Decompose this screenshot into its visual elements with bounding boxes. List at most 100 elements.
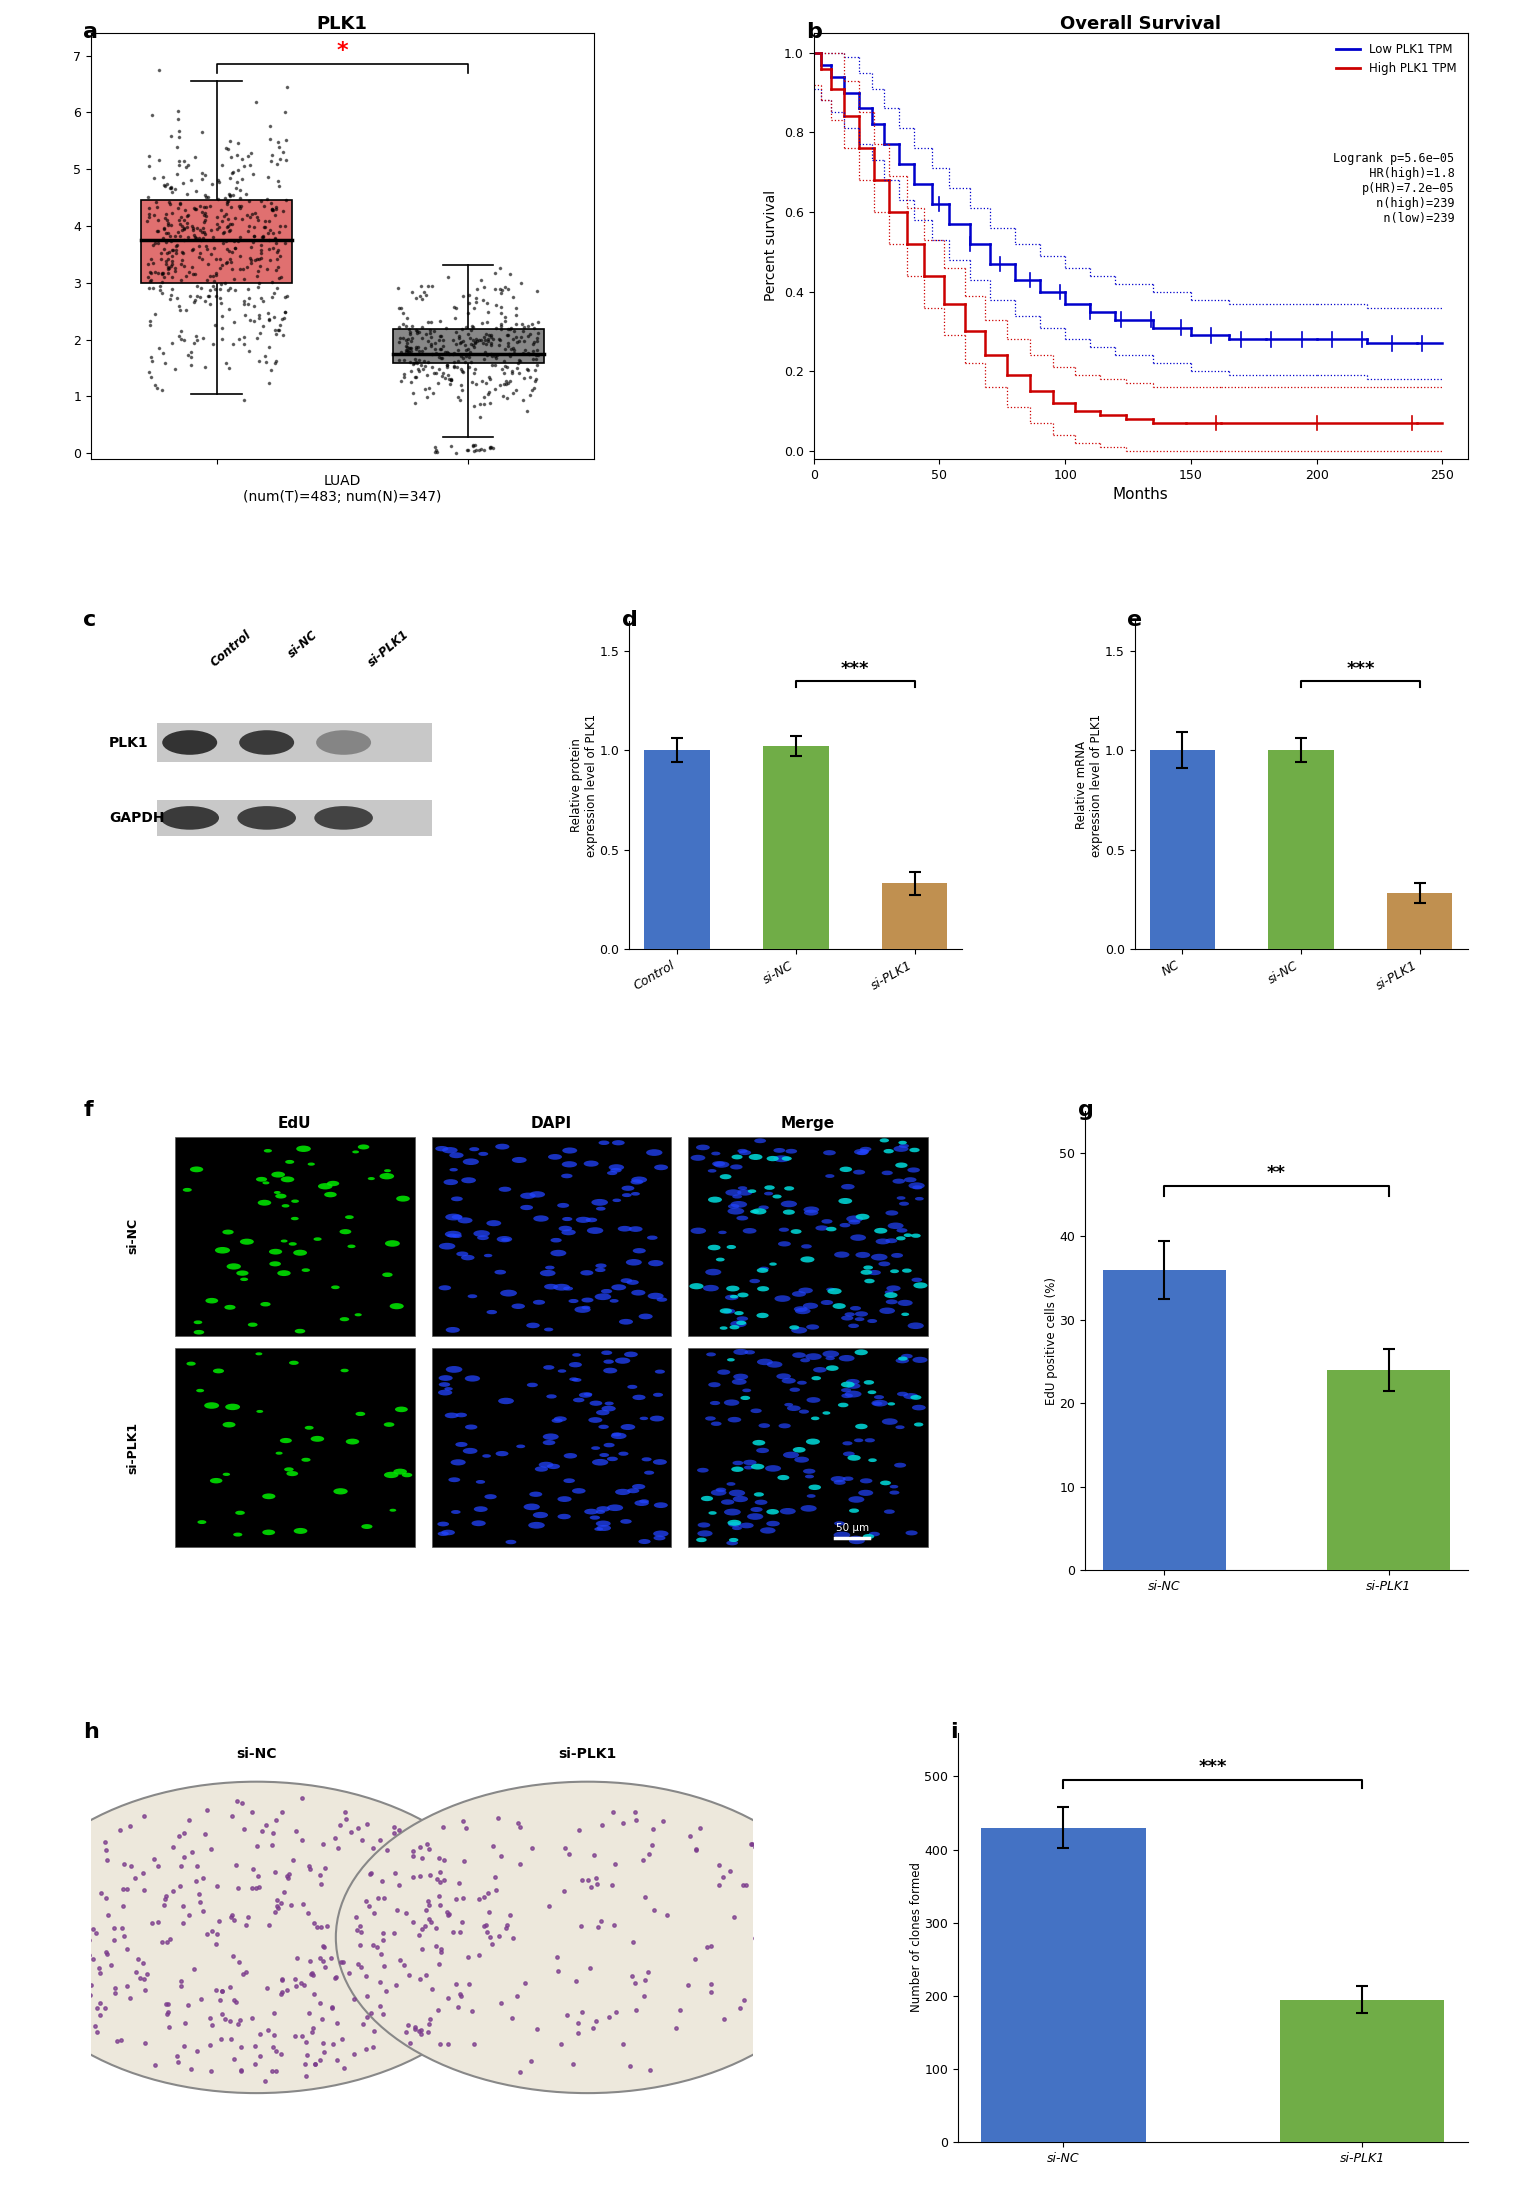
Point xyxy=(384,1893,409,1928)
Ellipse shape xyxy=(794,1456,809,1462)
Point xyxy=(513,308,537,343)
Point xyxy=(228,2053,253,2088)
Ellipse shape xyxy=(474,1506,487,1513)
Point xyxy=(290,1887,315,1921)
Point xyxy=(489,275,513,310)
Point xyxy=(321,1989,345,2024)
Ellipse shape xyxy=(472,1519,486,1526)
Point xyxy=(257,1908,281,1943)
Point xyxy=(275,1972,300,2007)
Ellipse shape xyxy=(782,1377,796,1384)
Point xyxy=(32,1941,56,1976)
Ellipse shape xyxy=(455,1443,468,1447)
Point xyxy=(166,114,191,149)
Ellipse shape xyxy=(301,1268,310,1272)
Point xyxy=(153,345,177,380)
Point xyxy=(204,258,228,293)
Point xyxy=(483,256,507,291)
Ellipse shape xyxy=(708,1244,720,1250)
Point xyxy=(439,363,463,398)
Point xyxy=(159,188,183,223)
Point xyxy=(418,2002,442,2037)
Point xyxy=(469,324,493,359)
Point xyxy=(428,304,452,339)
Point xyxy=(651,1803,675,1838)
Point xyxy=(517,359,542,393)
Point xyxy=(212,181,236,216)
Point xyxy=(191,214,215,249)
Ellipse shape xyxy=(899,1141,906,1145)
Ellipse shape xyxy=(697,1530,713,1537)
Ellipse shape xyxy=(269,1248,281,1255)
Point xyxy=(259,192,283,227)
Point xyxy=(231,284,256,319)
Ellipse shape xyxy=(563,1288,573,1290)
Point xyxy=(263,1854,287,1889)
Point xyxy=(201,265,225,299)
Point xyxy=(655,1897,679,1932)
Point xyxy=(522,324,546,359)
Ellipse shape xyxy=(750,1465,764,1469)
Point xyxy=(213,265,238,299)
Point xyxy=(213,131,238,166)
Ellipse shape xyxy=(451,1460,466,1465)
Point xyxy=(115,1932,139,1967)
Ellipse shape xyxy=(233,1532,242,1537)
Point xyxy=(230,162,254,197)
Ellipse shape xyxy=(610,1298,619,1303)
Ellipse shape xyxy=(186,1362,195,1366)
Point xyxy=(133,1972,157,2007)
Point xyxy=(449,352,474,387)
Point xyxy=(241,1871,265,1906)
Point xyxy=(88,1985,112,2020)
Point xyxy=(404,345,428,380)
Ellipse shape xyxy=(654,1502,667,1508)
Point xyxy=(209,267,233,302)
Point xyxy=(159,118,183,153)
Point xyxy=(268,142,292,177)
Ellipse shape xyxy=(794,1307,808,1312)
Point xyxy=(395,1895,419,1930)
Point xyxy=(436,260,460,295)
Point xyxy=(428,319,452,354)
Point xyxy=(272,302,297,337)
Point xyxy=(207,1983,231,2018)
Ellipse shape xyxy=(257,1200,271,1207)
Point xyxy=(166,289,191,324)
Point xyxy=(198,2026,222,2061)
Point xyxy=(151,260,176,295)
Ellipse shape xyxy=(726,1285,740,1292)
Ellipse shape xyxy=(722,1500,734,1504)
Point xyxy=(434,334,458,369)
Point xyxy=(182,326,206,361)
Ellipse shape xyxy=(747,1513,763,1519)
Point xyxy=(584,1860,608,1895)
Point xyxy=(153,201,177,236)
Point xyxy=(478,385,502,420)
Ellipse shape xyxy=(324,1191,337,1198)
Ellipse shape xyxy=(740,1397,750,1399)
Point xyxy=(437,337,461,372)
Bar xyxy=(982,1827,1145,2142)
Point xyxy=(225,153,250,188)
Ellipse shape xyxy=(787,1406,800,1410)
Point xyxy=(495,380,519,415)
Point xyxy=(201,230,225,265)
Ellipse shape xyxy=(523,1504,540,1511)
Point xyxy=(513,332,537,367)
Point xyxy=(366,1880,390,1915)
Point xyxy=(231,262,256,297)
Ellipse shape xyxy=(828,1288,841,1294)
Text: DAPI: DAPI xyxy=(531,1117,572,1130)
Point xyxy=(156,214,180,249)
Ellipse shape xyxy=(484,1255,492,1257)
Point xyxy=(222,304,247,339)
Point xyxy=(206,212,230,247)
Point xyxy=(523,361,548,396)
Point xyxy=(207,271,231,306)
Ellipse shape xyxy=(882,1170,893,1176)
Point xyxy=(451,341,475,376)
Point xyxy=(489,289,513,324)
Ellipse shape xyxy=(499,1187,511,1191)
Point xyxy=(195,247,219,282)
